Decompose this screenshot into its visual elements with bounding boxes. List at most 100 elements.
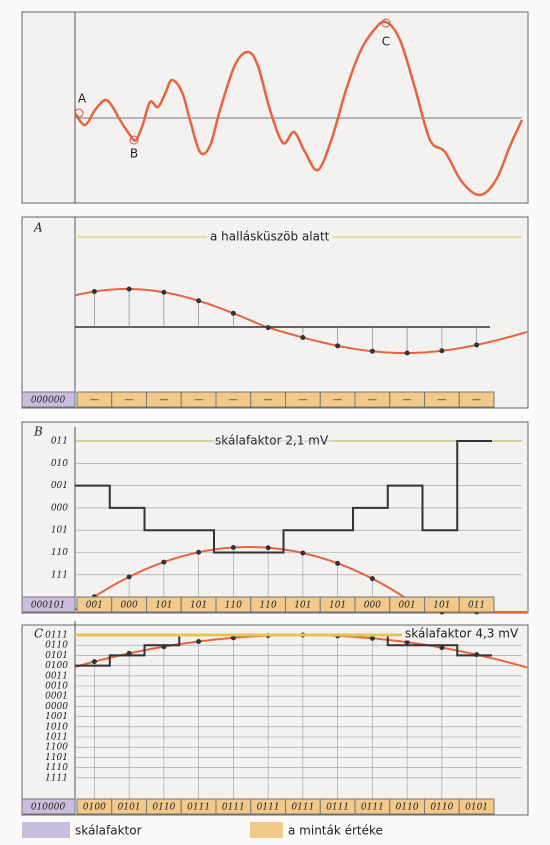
sample-code: — (264, 396, 273, 406)
sample-dot (265, 545, 271, 551)
sample-code: 0111 (361, 803, 384, 813)
sample-code: 101 (155, 601, 172, 611)
sample-dot (369, 635, 375, 641)
panel-frame (21, 11, 529, 204)
level-label: 111 (51, 570, 68, 580)
sample-code: 0110 (152, 803, 175, 813)
panels (21, 11, 529, 816)
level-label: 0111 (45, 631, 68, 641)
sample-code: 0111 (326, 803, 349, 813)
sample-code: 001 (86, 601, 103, 611)
sample-dot (369, 348, 375, 354)
sample-dot (335, 560, 341, 566)
sample-code: 0111 (291, 803, 314, 813)
sample-dot (161, 289, 167, 295)
note-bg (402, 626, 522, 641)
sample-dot (265, 325, 271, 331)
scale-cell (21, 391, 76, 408)
point-label: B (130, 147, 138, 161)
level-label: 1110 (45, 763, 68, 773)
sample-code: — (194, 396, 203, 406)
level-label: 0001 (45, 692, 68, 702)
level-label: 0000 (45, 702, 68, 712)
sample-dot (126, 650, 132, 656)
point-label: C (382, 35, 390, 49)
sample-code: 0101 (118, 803, 141, 813)
level-label: 1001 (45, 712, 68, 722)
sample-dot (404, 639, 410, 645)
note-bg (207, 229, 333, 244)
sample-code: 0100 (83, 803, 106, 813)
sample-code: 0110 (430, 803, 453, 813)
sample-code: — (472, 396, 481, 406)
sample-code: — (368, 396, 377, 406)
sample-cell (458, 798, 495, 815)
sample-dot (91, 289, 97, 295)
sample-dot (161, 644, 167, 650)
level-label: 0011 (45, 671, 68, 681)
level-label: 1011 (45, 733, 68, 743)
sample-code: — (437, 396, 446, 406)
scale-code: 000000 (31, 396, 66, 406)
panel-frame (21, 421, 529, 614)
sample-code: — (159, 396, 168, 406)
sample-dot (474, 652, 480, 658)
sample-dot (230, 310, 236, 316)
level-label: 011 (51, 437, 68, 447)
sample-code: — (229, 396, 238, 406)
sample-code: 011 (468, 601, 485, 611)
sample-dot (300, 550, 306, 556)
sample-code: 001 (399, 601, 416, 611)
sample-code: 0111 (187, 803, 210, 813)
sample-dot (300, 335, 306, 341)
level-label: 1100 (45, 743, 68, 753)
level-label: 001 (51, 481, 68, 491)
legend-label: skálafaktor (75, 824, 142, 838)
panel-label: A (33, 221, 43, 235)
sample-code: 0111 (222, 803, 245, 813)
sample-code: — (403, 396, 412, 406)
sample-dot (196, 549, 202, 555)
point-marker (381, 18, 391, 28)
sample-code: — (298, 396, 307, 406)
panel-frame (21, 624, 529, 816)
staircase (75, 440, 492, 554)
sample-dot (161, 559, 167, 565)
point-label: A (78, 92, 87, 106)
sample-code: — (125, 396, 134, 406)
sample-code: 110 (225, 601, 242, 611)
point-marker (74, 108, 84, 118)
level-label: 000 (51, 503, 68, 513)
legend-swatch (250, 822, 283, 838)
scale-code: 010000 (31, 803, 66, 813)
sample-code: 101 (329, 601, 346, 611)
legend-label: a minták értéke (288, 824, 383, 838)
legend-swatch (22, 822, 70, 838)
level-label: 1111 (45, 773, 68, 783)
level-label: 010 (51, 459, 68, 469)
sample-dot (126, 574, 132, 580)
level-label: 101 (51, 526, 68, 536)
sample-cell (458, 596, 495, 613)
waveform (73, 20, 524, 197)
point-marker (129, 135, 139, 145)
sample-code: 0101 (465, 803, 488, 813)
sample-dot (196, 298, 202, 304)
sample-dot (439, 348, 445, 354)
level-label: 0010 (45, 682, 68, 692)
level-label: 0101 (45, 651, 68, 661)
note-text: skálafaktor 4,3 mV (405, 627, 519, 641)
sample-code: — (333, 396, 342, 406)
panel-label: C (34, 627, 43, 641)
level-label: 1101 (45, 753, 68, 763)
sample-code: 0111 (257, 803, 280, 813)
sample-dot (404, 350, 410, 356)
sample-dot (335, 343, 341, 349)
sample-code: 0110 (396, 803, 419, 813)
note-text: a hallásküszöb alatt (210, 230, 330, 244)
panel-frame (21, 216, 529, 409)
sample-cell (458, 391, 495, 408)
sample-dot (439, 645, 445, 651)
sample-dot (91, 659, 97, 665)
sample-dot (126, 286, 132, 292)
